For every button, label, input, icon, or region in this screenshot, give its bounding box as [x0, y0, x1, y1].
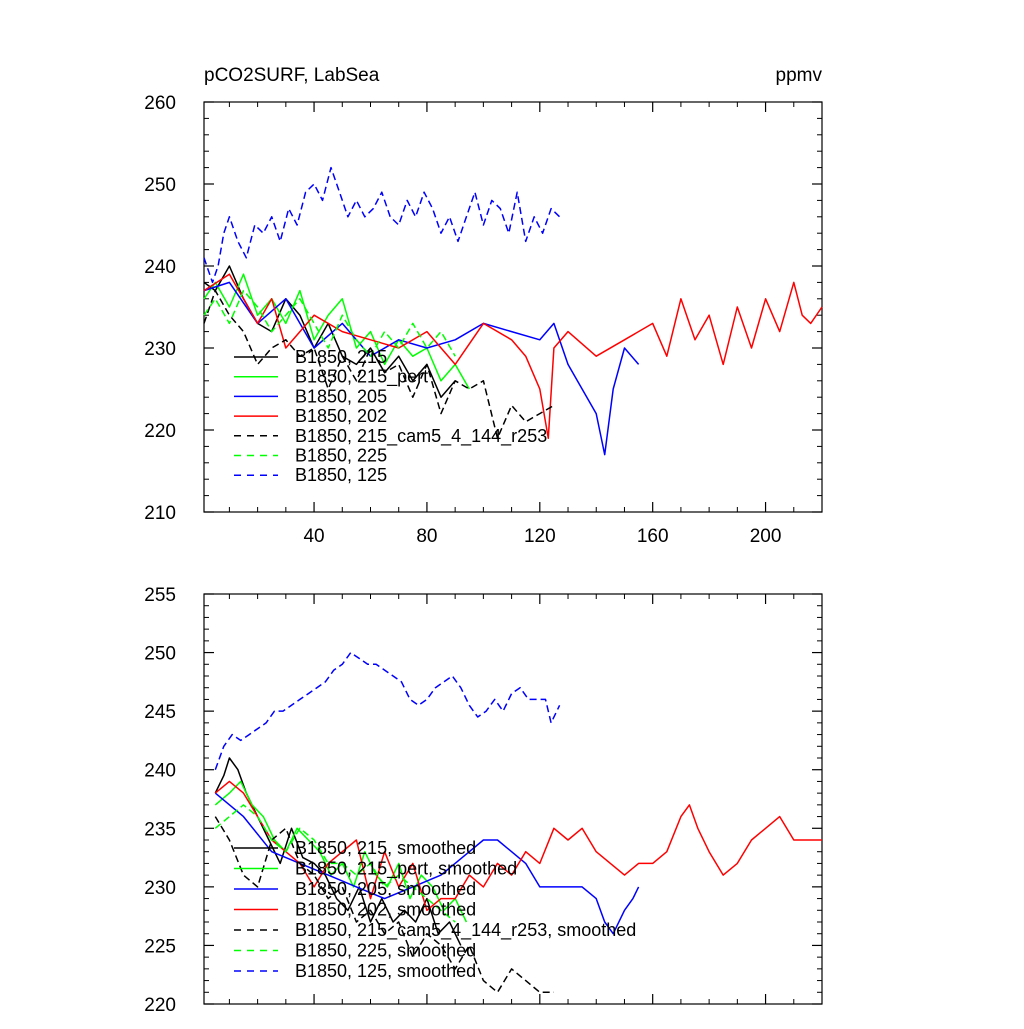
- plot-frame: [203, 593, 823, 1005]
- y-tick-label: 230: [144, 878, 176, 899]
- series-line-4: [214, 780, 822, 912]
- x-tick-label: 160: [637, 526, 669, 547]
- legend-label: B1850, 215_pert, smoothed: [295, 859, 517, 880]
- legend-label: B1850, 215_cam5_4_144_r253, smoothed: [295, 920, 636, 941]
- y-tick-label: 210: [144, 503, 176, 524]
- x-tick-label: 200: [750, 526, 782, 547]
- y-tick-label: 250: [144, 644, 176, 665]
- chart-units: ppmv: [776, 65, 823, 86]
- series-line-2: [203, 273, 470, 390]
- chart-title: pCO2SURF, LabSea: [204, 65, 380, 86]
- y-tick-label: 245: [144, 702, 176, 723]
- series-line-5: [203, 289, 555, 439]
- x-tick-label: 80: [416, 526, 437, 547]
- series-line-6: [203, 289, 456, 357]
- y-tick-label: 255: [144, 585, 176, 606]
- top-panel: pCO2SURF, LabSea ppmv 40 80 120 160 200 210 22…: [144, 65, 823, 547]
- legend-label: B1850, 205: [295, 386, 387, 406]
- legend-label: B1850, 225: [295, 446, 387, 466]
- y-tick-label: 260: [144, 93, 176, 114]
- x-tick-label: 120: [524, 526, 556, 547]
- legend-label: B1850, 215, smoothed: [295, 838, 476, 858]
- legend-label: B1850, 225, smoothed: [295, 941, 476, 961]
- legend-label: B1850, 215: [295, 347, 387, 367]
- y-tick-label: 220: [144, 421, 176, 442]
- y-tick-label: 240: [144, 257, 176, 278]
- bottom-panel: 220 225 230 235 240 245 250 255 B1850, 215, smoo…: [144, 585, 823, 1016]
- y-tick-label: 235: [144, 819, 176, 840]
- legend-label: B1850, 125, smoothed: [295, 961, 476, 981]
- legend-label: B1850, 205, smoothed: [295, 879, 476, 899]
- y-tick-label: 230: [144, 339, 176, 360]
- y-tick-label: 250: [144, 175, 176, 196]
- legend-label: B1850, 202, smoothed: [295, 900, 476, 920]
- series-line-4: [203, 273, 823, 439]
- series-line-7: [214, 651, 561, 770]
- legend-label: B1850, 215_pert: [295, 367, 428, 388]
- series-line-6: [214, 804, 456, 923]
- legend-label: B1850, 125: [295, 465, 387, 485]
- y-tick-label: 225: [144, 936, 176, 957]
- y-tick-label: 240: [144, 761, 176, 782]
- series-line-3: [214, 792, 640, 935]
- legend-label: B1850, 202: [295, 406, 387, 426]
- legend-label: B1850, 215_cam5_4_144_r253: [295, 426, 547, 447]
- x-tick-label: 40: [303, 526, 324, 547]
- series-line-7: [203, 166, 561, 284]
- y-tick-label: 220: [144, 995, 176, 1016]
